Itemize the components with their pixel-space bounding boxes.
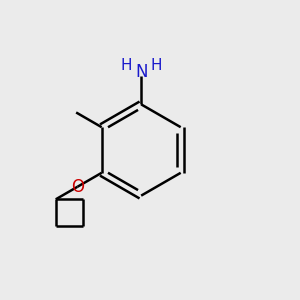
Text: H: H [151, 58, 162, 73]
Text: N: N [135, 63, 147, 81]
Text: H: H [120, 58, 132, 73]
Text: O: O [71, 178, 84, 196]
